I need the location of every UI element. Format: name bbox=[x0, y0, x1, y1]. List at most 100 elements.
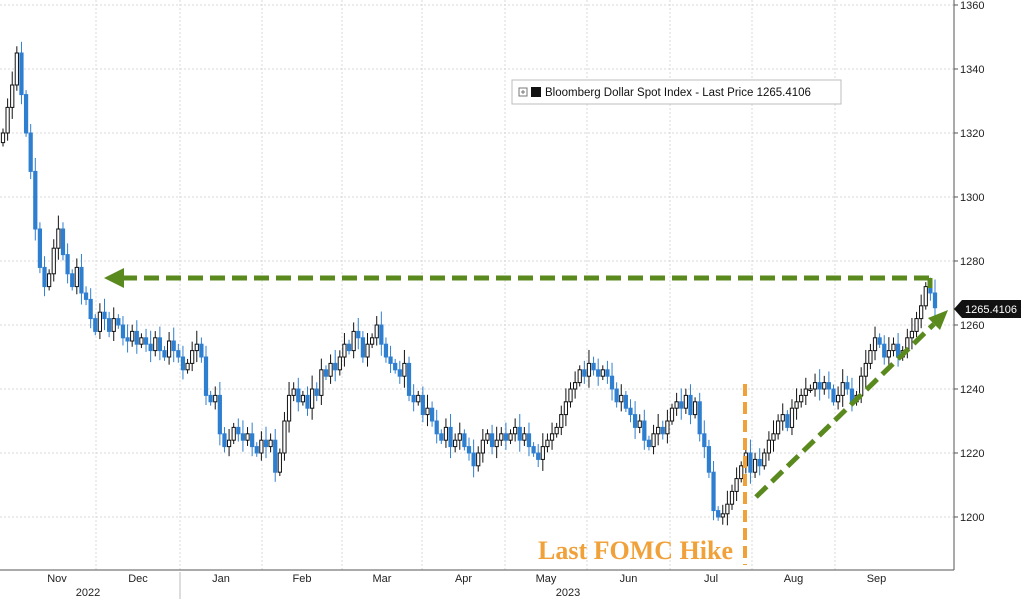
candle-body bbox=[346, 343, 352, 352]
candle-body bbox=[342, 343, 347, 358]
candle-body bbox=[596, 369, 601, 377]
candle-body bbox=[549, 433, 555, 441]
candle-body bbox=[872, 337, 878, 352]
candle-body bbox=[351, 330, 356, 352]
candle-body bbox=[47, 273, 52, 288]
candle-body bbox=[656, 426, 661, 435]
candle-body bbox=[56, 228, 61, 249]
y-tick-label: 1220 bbox=[960, 448, 984, 460]
candle-body bbox=[471, 452, 476, 467]
candle-body bbox=[443, 426, 449, 441]
candle-body bbox=[891, 343, 896, 352]
y-tick-label: 1360 bbox=[960, 0, 984, 12]
candle-body bbox=[383, 343, 389, 358]
candle-body bbox=[457, 433, 462, 441]
candle-body bbox=[600, 369, 605, 377]
candle-body bbox=[28, 132, 33, 172]
candle-body bbox=[240, 433, 246, 441]
candle-body bbox=[554, 426, 559, 435]
candle-body bbox=[314, 388, 319, 396]
candle-body bbox=[425, 407, 430, 416]
x-tick-label: Nov bbox=[47, 573, 67, 585]
candle-body bbox=[706, 446, 712, 473]
candle-body bbox=[720, 513, 725, 518]
candle-body bbox=[476, 452, 481, 467]
candle-body bbox=[591, 362, 596, 371]
candle-body bbox=[646, 439, 652, 448]
candle-body bbox=[310, 388, 315, 409]
candle-body bbox=[88, 298, 93, 320]
candle-body bbox=[752, 458, 758, 473]
candle-body bbox=[185, 362, 190, 371]
candle-body bbox=[153, 337, 158, 352]
x-tick-label: Feb bbox=[293, 573, 312, 585]
candlestick-series bbox=[0, 41, 938, 526]
candle-body bbox=[120, 324, 126, 339]
candle-body bbox=[669, 407, 675, 422]
candle-body bbox=[716, 510, 721, 518]
candle-body bbox=[453, 439, 458, 448]
candle-body bbox=[462, 433, 467, 448]
candle-body bbox=[577, 369, 582, 384]
candle-body bbox=[794, 401, 799, 409]
candle-body bbox=[642, 420, 647, 441]
candle-body bbox=[702, 433, 707, 448]
y-tick-label: 1300 bbox=[960, 192, 984, 204]
candle-body bbox=[776, 420, 781, 435]
candle-body bbox=[679, 401, 684, 409]
legend-box bbox=[511, 79, 842, 105]
candle-body bbox=[291, 388, 296, 396]
candle-body bbox=[859, 375, 864, 396]
candle-body bbox=[513, 426, 518, 435]
candle-body bbox=[263, 439, 269, 448]
candle-body bbox=[203, 356, 209, 396]
candle-body bbox=[134, 330, 139, 345]
candle-body bbox=[466, 446, 472, 454]
candle-body bbox=[277, 452, 282, 473]
candle-body bbox=[840, 382, 845, 396]
candle-body bbox=[93, 318, 98, 332]
grid-lines bbox=[0, 0, 954, 570]
candle-body bbox=[785, 414, 790, 428]
axes: 1200 1220 1240 1260 1280 1300 1320 1340 1360 Nov D… bbox=[0, 0, 984, 599]
candle-body bbox=[360, 337, 365, 358]
candle-body bbox=[697, 401, 702, 435]
y-tick-label: 1200 bbox=[960, 512, 984, 524]
candle-body bbox=[711, 471, 716, 512]
candle-body bbox=[393, 362, 398, 371]
candle-body bbox=[817, 382, 822, 390]
candle-body bbox=[831, 388, 836, 403]
candle-body bbox=[757, 458, 762, 467]
candle-body bbox=[65, 254, 70, 275]
candle-body bbox=[323, 369, 329, 377]
candle-body bbox=[259, 439, 264, 454]
candle-body bbox=[286, 394, 292, 422]
candle-body bbox=[254, 446, 259, 454]
candle-body bbox=[180, 356, 186, 371]
candle-body bbox=[70, 273, 75, 288]
candle-body bbox=[914, 318, 919, 332]
candle-body bbox=[540, 446, 545, 460]
candle-body bbox=[826, 382, 831, 390]
candle-body bbox=[909, 330, 915, 339]
candle-body bbox=[508, 433, 513, 441]
last-price-tag: 1265.4106 bbox=[954, 300, 1021, 318]
candle-body bbox=[766, 439, 772, 454]
x-tick-label: Sep bbox=[867, 573, 887, 585]
candle-body bbox=[148, 343, 153, 352]
y-tick-label: 1240 bbox=[960, 384, 984, 396]
candle-body bbox=[559, 414, 564, 428]
candle-body bbox=[923, 286, 928, 307]
x-tick-label: Dec bbox=[128, 573, 148, 585]
candle-body bbox=[208, 394, 213, 403]
candle-body bbox=[683, 394, 688, 409]
candle-body bbox=[176, 350, 181, 358]
candle-body bbox=[222, 433, 227, 448]
x-tick-label: Jan bbox=[212, 573, 230, 585]
y-tick-label: 1260 bbox=[960, 320, 984, 332]
candle-body bbox=[402, 362, 407, 377]
candle-body bbox=[808, 388, 813, 391]
candle-body bbox=[605, 369, 610, 377]
candle-body bbox=[725, 503, 730, 515]
candle-body bbox=[568, 388, 573, 403]
